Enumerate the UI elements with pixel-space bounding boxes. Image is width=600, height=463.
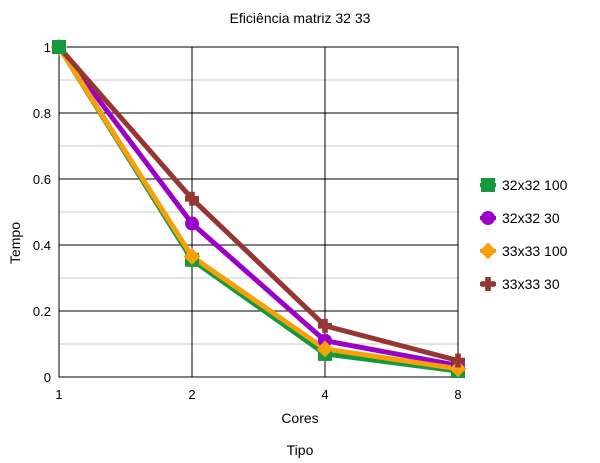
- series-line: [57, 45, 459, 368]
- plot-frame: [58, 46, 459, 378]
- x-tick-label: 4: [321, 387, 328, 402]
- x-tick-label: 2: [188, 387, 195, 402]
- series-layer: [50, 38, 467, 379]
- legend: 32x32 100 32x32 30 33x33 100 33x33 30: [479, 177, 568, 292]
- data-point: [316, 340, 334, 358]
- legend-label: 33x33 30: [502, 276, 560, 292]
- y-tick-label: 0.8: [33, 106, 51, 121]
- legend-marker: [481, 178, 495, 192]
- series-line: [57, 45, 459, 363]
- y-tick-label: 0.2: [33, 304, 51, 319]
- data-point: [449, 360, 467, 378]
- data-point: [451, 353, 465, 368]
- y-tick-label: 1: [44, 40, 51, 55]
- series-line: [56, 45, 459, 374]
- y-tick-label: 0.6: [33, 172, 51, 187]
- x-tick-label: 1: [55, 387, 62, 402]
- grid: [58, 46, 459, 378]
- y-tick-label: 0.4: [33, 238, 51, 253]
- data-point: [183, 248, 201, 265]
- data-point: [185, 191, 199, 206]
- footer-label: Tipo: [287, 442, 314, 458]
- data-point: [185, 216, 199, 231]
- y-axis-label: Tempo: [7, 222, 23, 264]
- legend-label: 33x33 100: [502, 243, 568, 259]
- legend-label: 32x32 30: [502, 210, 560, 226]
- chart-title: Eficiência matriz 32 33: [230, 10, 371, 26]
- x-tick-label: 8: [454, 387, 461, 402]
- legend-marker: [479, 242, 497, 260]
- legend-label: 32x32 100: [502, 177, 568, 193]
- legend-marker: [481, 277, 495, 291]
- series-line: [56, 45, 459, 372]
- data-point: [52, 40, 66, 54]
- legend-marker: [481, 211, 495, 225]
- x-axis-label: Cores: [281, 410, 318, 426]
- data-point: [318, 318, 332, 333]
- y-tick-label: 0: [44, 370, 51, 385]
- axes: 0 0.2 0.4 0.6 0.8 1 1 2 4 8: [33, 40, 462, 402]
